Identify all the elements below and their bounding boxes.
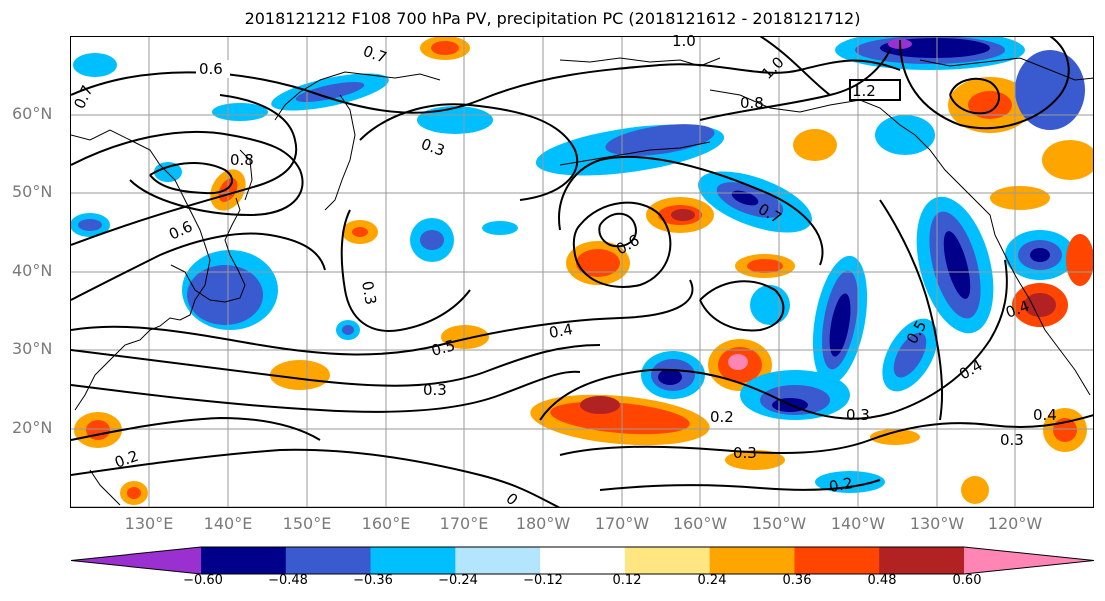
colorbar-segment (964, 547, 1094, 574)
contour-label: 0.8 (740, 94, 764, 112)
contour-label: 0.6 (199, 60, 223, 78)
contour-label: 0.2 (710, 408, 734, 426)
pv-contours (71, 36, 1094, 508)
precip-fill-layer (71, 36, 1094, 505)
lon-label: 150°E (282, 514, 332, 533)
contour-label: 1.0 (672, 32, 696, 50)
colorbar-tick-label: 0.48 (867, 573, 897, 588)
lon-label: 120°W (987, 514, 1043, 533)
contour-label: 0.3 (358, 280, 380, 307)
colorbar-segment (201, 547, 287, 574)
colorbar-tick-label: −0.12 (523, 573, 563, 588)
colorbar-outline (70, 546, 1095, 575)
lat-label: 40°N (12, 261, 53, 280)
colorbar-segment (709, 547, 795, 574)
lon-label: 130°E (124, 514, 174, 533)
lon-label: 160°W (672, 514, 728, 533)
contour-label: 0.3 (419, 135, 448, 160)
contour-label: 0.6 (166, 217, 195, 243)
contour-label: 0.2 (828, 474, 855, 496)
colorbar-segment (540, 547, 626, 574)
map-title: 2018121212 F108 700 hPa PV, precipitatio… (244, 9, 861, 28)
lon-label: 170°W (594, 514, 650, 533)
map-frame (70, 36, 1094, 508)
colorbar-segment (71, 547, 201, 574)
contour-label: 0.3 (423, 381, 447, 399)
colorbar-tick-label: −0.24 (438, 573, 478, 588)
contour-label: 0.3 (1000, 431, 1024, 449)
colorbar-segment (285, 547, 372, 574)
lon-label: 140°E (203, 514, 253, 533)
lon-label: 160°E (361, 514, 411, 533)
contour-label: 1.2 (852, 82, 876, 100)
colorbar-tick-label: −0.36 (353, 573, 393, 588)
lon-label: 170°E (439, 514, 489, 533)
contour-label: 0.3 (846, 406, 870, 424)
contour-label: 0.4 (548, 320, 575, 342)
colorbar (70, 546, 1095, 575)
contour-label: 0.3 (733, 444, 757, 462)
lon-label: 150°W (751, 514, 807, 533)
coastlines (71, 57, 1094, 506)
lat-label: 50°N (12, 182, 53, 201)
lon-label: 180°W (515, 514, 571, 533)
contour-label: 0.4 (956, 356, 986, 384)
colorbar-tick-label: 0.60 (952, 573, 982, 588)
contour-label: 0.4 (1033, 406, 1057, 424)
colorbar-tick-label: 0.24 (697, 573, 727, 588)
colorbar-segment (794, 547, 880, 574)
colorbar-segment (879, 547, 965, 574)
lon-label: 130°W (909, 514, 965, 533)
lat-label: 60°N (12, 104, 53, 123)
contour-label: 0.2 (112, 447, 141, 472)
colorbar-tick-label: −0.60 (183, 573, 223, 588)
contour-label: 0.5 (429, 336, 457, 360)
colorbar-segment (370, 547, 456, 574)
colorbar-tick-label: 0.36 (782, 573, 812, 588)
contour-label: 0.8 (230, 151, 254, 169)
lat-label: 20°N (12, 418, 53, 437)
contour-label: 0.7 (361, 42, 390, 67)
contour-label: 1.0 (758, 53, 788, 83)
colorbar-tick-label: −0.48 (268, 573, 308, 588)
lon-label: 140°W (830, 514, 886, 533)
colorbar-segment (455, 547, 541, 574)
colorbar-tick-label: 0.12 (612, 573, 642, 588)
colorbar-segment (624, 547, 711, 574)
contour-label: 0 (502, 489, 521, 509)
lat-label: 30°N (12, 339, 53, 358)
